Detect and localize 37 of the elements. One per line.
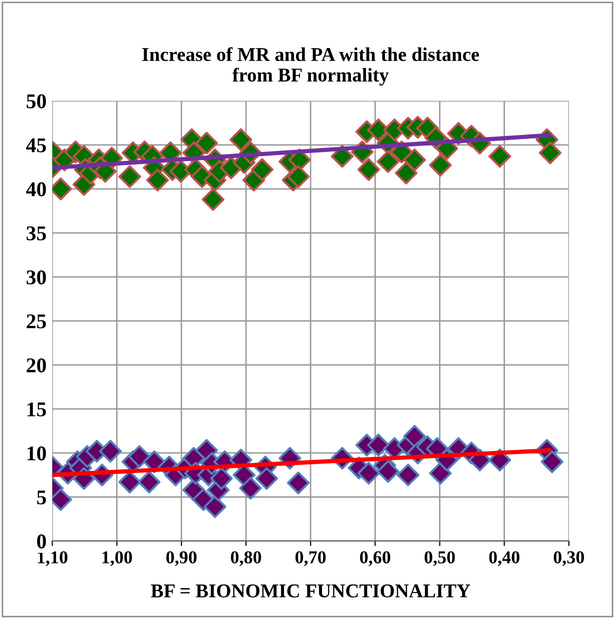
y-tick-label: 25 [26,314,46,328]
x-tick-label: 0,30 [554,551,584,566]
x-tick-label: 0,70 [295,551,326,566]
x-tick-label: 0,60 [360,551,390,566]
point [357,462,380,485]
point [255,467,278,490]
point [99,440,122,463]
point [204,495,226,518]
x-tick-label: 0,80 [230,551,262,566]
y-tick-label: 15 [28,402,46,416]
x-tick-label: 0,50 [424,551,455,566]
y-tick-label: 30 [26,270,46,284]
point [239,476,262,500]
point [367,434,390,456]
point [396,464,420,486]
y-tick-label: 50 [26,94,46,108]
point [540,450,564,474]
y-tick-label: 40 [26,182,46,196]
y-tick-label: 45 [26,138,46,152]
y-tick-label: 20 [26,358,46,372]
y-tick-label: 5 [37,490,46,504]
x-tick-label: 1,00 [102,551,132,566]
x-axis-title: BF = BIONOMIC FUNCTIONALITY [150,584,470,598]
x-tick-label: 1,10 [38,551,68,566]
y-tick-label: 0 [37,534,46,548]
y-tick-label: 10 [28,446,46,460]
x-tick-label: 0,90 [166,551,197,566]
point [376,460,400,483]
point [210,467,233,490]
point [286,472,310,494]
point [403,424,426,448]
point [128,445,151,468]
x-tick-label: 0,40 [489,551,520,566]
y-tick-label: 35 [26,226,46,240]
point [429,462,452,485]
chart-title: Increase of MR and PA with the distance from BF normality [142,47,480,86]
point [138,470,160,494]
